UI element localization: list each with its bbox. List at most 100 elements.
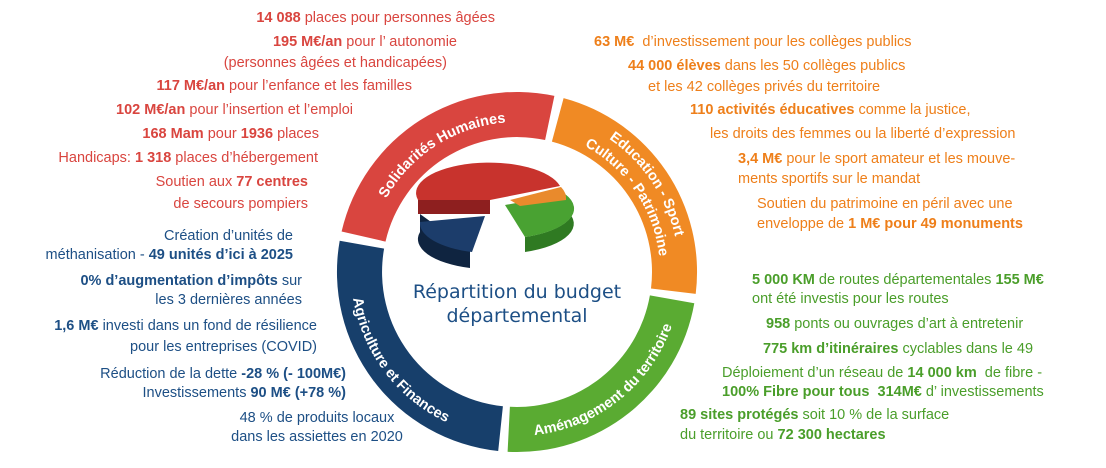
highlight: 1936 bbox=[241, 126, 273, 142]
pie-side bbox=[418, 200, 490, 214]
ring-segment bbox=[507, 295, 695, 453]
info-line: 168 Mam pour 1936 places bbox=[142, 126, 319, 142]
info-line: Réduction de la dette -28 % (- 100M€) bbox=[100, 366, 346, 382]
info-line: pour les entreprises (COVID) bbox=[130, 339, 317, 355]
text-run: places pour personnes âgées bbox=[301, 10, 495, 26]
info-line: 195 M€/an pour l’ autonomie bbox=[273, 34, 457, 50]
text-run: Handicaps: bbox=[58, 150, 135, 166]
highlight: 5 000 KM bbox=[752, 272, 815, 288]
ring-segment bbox=[341, 91, 555, 242]
text-run: sur bbox=[278, 273, 302, 289]
text-run: 48 % de produits locaux bbox=[240, 410, 396, 426]
info-line: de secours pompiers bbox=[173, 196, 308, 212]
info-line: 5 000 KM de routes départementales 155 M… bbox=[752, 272, 1044, 288]
pie-side bbox=[525, 195, 574, 252]
text-run: cyclables dans le 49 bbox=[898, 341, 1033, 357]
text-run: comme la justice, bbox=[854, 102, 970, 118]
info-line: dans les assiettes en 2020 bbox=[231, 429, 403, 445]
highlight: 1,6 M€ bbox=[54, 318, 98, 334]
info-line: enveloppe de 1 M€ pour 49 monuments bbox=[757, 216, 1023, 232]
text-run: ments sportifs sur le mandat bbox=[738, 171, 920, 187]
highlight: 195 M€/an bbox=[273, 34, 342, 50]
text-run: et les 42 collèges privés du territoire bbox=[648, 79, 880, 95]
highlight: 3,4 M€ bbox=[738, 151, 782, 167]
text-run: pour l’ autonomie bbox=[342, 34, 457, 50]
text-run: d’investissement pour les collèges publi… bbox=[634, 34, 911, 50]
highlight: 100% Fibre pour tous 314M€ bbox=[722, 384, 922, 400]
text-run: Déploiement d’un réseau de bbox=[722, 365, 907, 381]
highlight: 110 activités éducatives bbox=[690, 102, 854, 118]
highlight: 775 km d’itinéraires bbox=[763, 341, 898, 357]
pie-slice bbox=[419, 216, 485, 252]
highlight: 72 300 hectares bbox=[778, 427, 886, 443]
highlight: -28 % (- 100M€) bbox=[241, 366, 346, 382]
text-run: enveloppe de bbox=[757, 216, 848, 232]
text-run: Soutien aux bbox=[156, 174, 237, 190]
highlight: 77 centres bbox=[236, 174, 308, 190]
texts: 14 088 places pour personnes âgées 195 M€… bbox=[46, 10, 1044, 445]
info-line: Investissements 90 M€ (+78 %) bbox=[142, 385, 346, 401]
text-run: places d’hébergement bbox=[171, 150, 318, 166]
highlight: 49 unités d’ici à 2025 bbox=[149, 247, 293, 263]
info-line: du territoire ou 72 300 hectares bbox=[680, 427, 886, 443]
text-run: Réduction de la dette bbox=[100, 366, 241, 382]
text-run: méthanisation - bbox=[46, 247, 149, 263]
info-line: 63 M€ d’investissement pour les collèges… bbox=[594, 34, 912, 50]
text-run: pour les entreprises (COVID) bbox=[130, 339, 317, 355]
text-run: les 3 dernières années bbox=[155, 292, 302, 308]
ring-segment bbox=[551, 98, 698, 294]
info-line: et les 42 collèges privés du territoire bbox=[648, 79, 880, 95]
text-run: investi dans un fond de résilience bbox=[99, 318, 317, 334]
center-title: départemental bbox=[446, 305, 587, 327]
text-run: ont été investis pour les routes bbox=[752, 291, 949, 307]
info-line: les droits des femmes ou la liberté d’ex… bbox=[710, 126, 1015, 142]
pie-illustration bbox=[416, 162, 575, 268]
highlight: 958 bbox=[766, 316, 790, 332]
highlight: 89 sites protégés bbox=[680, 407, 798, 423]
highlight: 63 M€ bbox=[594, 34, 634, 50]
pie-slice bbox=[510, 187, 567, 206]
highlight: 1 M€ pour 49 monuments bbox=[848, 216, 1023, 232]
info-line: Déploiement d’un réseau de 14 000 km de … bbox=[722, 365, 1042, 381]
highlight: 14 088 bbox=[256, 10, 300, 26]
text-run: dans les assiettes en 2020 bbox=[231, 429, 403, 445]
info-line: Soutien du patrimoine en péril avec une bbox=[757, 196, 1013, 212]
highlight: 90 M€ (+78 %) bbox=[250, 385, 346, 401]
info-line: ments sportifs sur le mandat bbox=[738, 171, 920, 187]
highlight: 14 000 km bbox=[907, 365, 976, 381]
highlight: 0% d’augmentation d’impôts bbox=[80, 273, 277, 289]
pie-slice bbox=[416, 162, 560, 200]
info-line: 89 sites protégés soit 10 % de la surfac… bbox=[680, 407, 949, 423]
text-run: de routes départementales bbox=[815, 272, 996, 288]
info-line: méthanisation - 49 unités d’ici à 2025 bbox=[46, 247, 293, 263]
text-run: Soutien du patrimoine en péril avec une bbox=[757, 196, 1013, 212]
text-run: Investissements bbox=[142, 385, 250, 401]
info-line: ont été investis pour les routes bbox=[752, 291, 949, 307]
text-run: de fibre - bbox=[977, 365, 1042, 381]
info-line: Soutien aux 77 centres bbox=[156, 174, 308, 190]
text-run: d’ investissements bbox=[922, 384, 1044, 400]
text-run: les droits des femmes ou la liberté d’ex… bbox=[710, 126, 1015, 142]
highlight: 1 318 bbox=[135, 150, 171, 166]
text-run: Création d’unités de bbox=[164, 228, 293, 244]
highlight: 155 M€ bbox=[995, 272, 1043, 288]
info-line: 100% Fibre pour tous 314M€ d’ investisse… bbox=[722, 384, 1044, 400]
text-run: places bbox=[273, 126, 319, 142]
center-title: Répartition du budget bbox=[413, 281, 621, 303]
highlight: 168 Mam bbox=[142, 126, 203, 142]
info-line: 3,4 M€ pour le sport amateur et les mouv… bbox=[738, 151, 1015, 167]
info-line: 117 M€/an pour l’enfance et les familles bbox=[156, 78, 412, 94]
text-run: pour bbox=[204, 126, 241, 142]
text-run: de secours pompiers bbox=[173, 196, 308, 212]
info-line: (personnes âgées et handicapées) bbox=[224, 55, 447, 71]
highlight: 44 000 élèves bbox=[628, 58, 721, 74]
text-run: (personnes âgées et handicapées) bbox=[224, 55, 447, 71]
info-line: 48 % de produits locaux bbox=[240, 410, 396, 426]
info-line: 0% d’augmentation d’impôts sur bbox=[80, 273, 302, 289]
ring-segment bbox=[336, 240, 503, 451]
info-line: les 3 dernières années bbox=[155, 292, 302, 308]
info-line: Création d’unités de bbox=[164, 228, 293, 244]
info-line: 14 088 places pour personnes âgées bbox=[256, 10, 495, 26]
text-run: ponts ou ouvrages d’art à entretenir bbox=[790, 316, 1023, 332]
